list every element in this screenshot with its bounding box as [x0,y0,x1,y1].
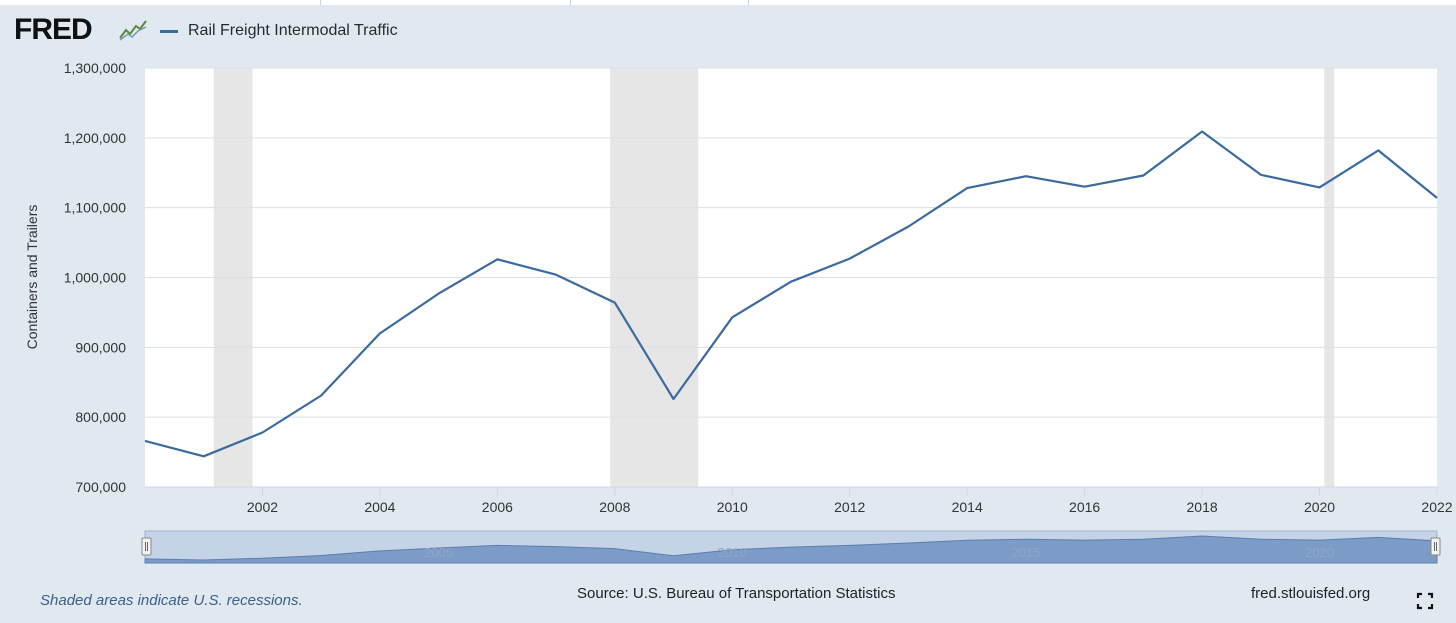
recession-note: Shaded areas indicate U.S. recessions. [40,592,303,609]
y-tick-label: 1,100,000 [64,200,126,216]
x-tick-label: 2004 [364,499,395,515]
fred-logo[interactable]: FRED [14,13,93,46]
x-tick-label: 2018 [1187,499,1218,515]
x-tick-label: 2010 [717,499,748,515]
navigator-area [144,535,1438,564]
chart-plot[interactable]: 700,000 800,000 900,000 1,000,000 1,100,000 1… [0,0,1456,580]
x-tick-label: 2016 [1069,499,1100,515]
top-divider [570,0,571,5]
series-line [144,130,1438,458]
chart-legend[interactable]: Rail Freight Intermodal Traffic [160,20,398,42]
x-tick-label: 2008 [599,499,630,515]
x-tick-label: 2020 [1304,499,1335,515]
source-text: Source: U.S. Bureau of Transportation St… [577,585,896,602]
y-tick-label: 800,000 [75,409,126,425]
x-tick-label: 2014 [952,499,983,515]
navigator-label: 2010 [718,545,747,560]
y-tick-label: 1,000,000 [64,270,126,286]
y-tick-label: 1,200,000 [64,130,126,146]
x-tick-label: 2002 [247,499,278,515]
chart-icon [118,18,148,42]
legend-label: Rail Freight Intermodal Traffic [188,22,398,39]
navigator-label: 2005 [424,545,453,560]
navigator-handle[interactable] [1430,537,1441,556]
y-tick-label: 900,000 [75,339,126,355]
x-tick-label: 2012 [834,499,865,515]
x-tick-label: 2006 [482,499,513,515]
fullscreen-icon[interactable] [1416,592,1434,610]
navigator-label: 2015 [1011,545,1040,560]
y-tick-label: 1,300,000 [64,60,126,76]
top-divider [748,0,749,5]
site-link[interactable]: fred.stlouisfed.org [1251,585,1371,602]
navigator-label: 2020 [1305,545,1334,560]
top-divider [320,0,321,5]
navigator-handle[interactable] [141,537,152,556]
legend-swatch [160,29,178,33]
top-strip [0,0,1456,5]
y-tick-label: 700,000 [75,479,126,495]
x-tick-label: 2022 [1421,499,1452,515]
